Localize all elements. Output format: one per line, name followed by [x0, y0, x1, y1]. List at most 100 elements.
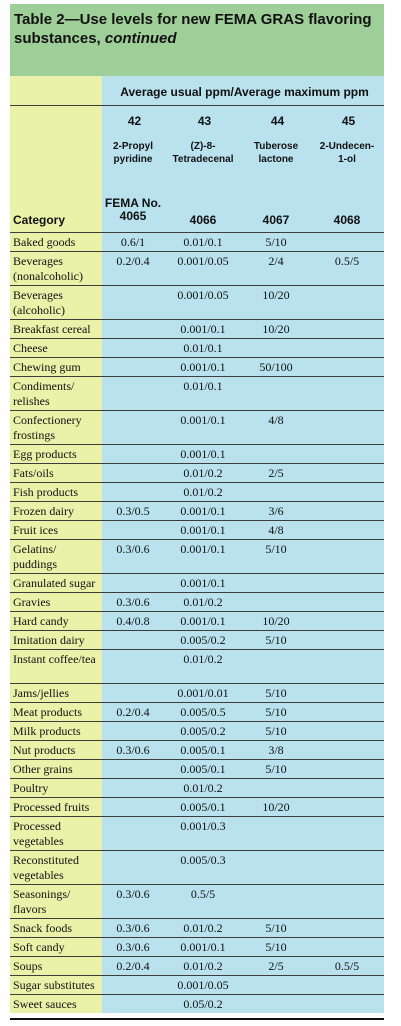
value-cell: 5/10: [242, 629, 310, 649]
value-cell: [310, 701, 385, 721]
table-title: Table 2—Use levels for new FEMA GRAS fla…: [14, 10, 380, 48]
value-cell: 0.5/5: [310, 250, 385, 285]
value-cell: [310, 993, 385, 1013]
value-cell: [310, 974, 385, 994]
value-cell: 0.3/0.6: [102, 936, 164, 956]
category-cell: Beverages (nonalcoholic): [10, 250, 102, 285]
category-cell: Gelatins/ puddings: [10, 538, 102, 573]
fema-number-4068: 4068: [310, 193, 385, 232]
value-cell: [102, 993, 164, 1013]
table-title-main: Table 2—Use levels for new FEMA GRAS fla…: [14, 11, 372, 47]
value-cell: 0.01/0.2: [164, 462, 242, 482]
value-cell: [310, 591, 385, 611]
value-cell: 0.5/5: [164, 883, 242, 918]
table-title-continued: continued: [104, 30, 177, 47]
value-cell: 0.005/0.3: [164, 849, 242, 884]
value-cell: 2/4: [242, 250, 310, 285]
value-cell: 10/20: [242, 284, 310, 319]
value-cell: [102, 974, 164, 994]
value-cell: [102, 443, 164, 463]
value-cell: 0.001/0.05: [164, 250, 242, 285]
value-cell: 5/10: [242, 682, 310, 702]
value-cell: [310, 883, 385, 918]
category-cell: Nut products: [10, 739, 102, 759]
value-cell: 0.2/0.4: [102, 250, 164, 285]
value-cell: 3/8: [242, 739, 310, 759]
table-row: Sugar substitutes 0.001/0.05: [10, 974, 385, 994]
category-cell: Reconstituted vegetables: [10, 849, 102, 884]
substance-name-2-undecen-1-ol: 2-Undecen- 1-ol: [310, 134, 385, 193]
value-cell: 0.01/0.2: [164, 648, 242, 683]
value-cell: [310, 462, 385, 482]
value-cell: [310, 500, 385, 520]
table-row: Fish products 0.01/0.2: [10, 481, 385, 501]
table-row: Nut products 0.3/0.6 0.005/0.1 3/8: [10, 739, 385, 759]
table-row: Condiments/ relishes 0.01/0.1: [10, 375, 385, 410]
value-cell: 0.2/0.4: [102, 701, 164, 721]
column-number-42: 42: [102, 104, 164, 134]
fema-label: FEMA No.: [104, 196, 162, 210]
value-cell: 0.005/0.1: [164, 758, 242, 778]
category-cell: Imitation dairy: [10, 629, 102, 649]
value-cell: [102, 337, 164, 357]
value-cell: [310, 409, 385, 444]
category-cell: Beverages (alcoholic): [10, 284, 102, 319]
value-cell: [310, 849, 385, 884]
value-cell: [310, 318, 385, 338]
use-levels-table: Average usual ppm/Average maximum ppm 42…: [10, 76, 385, 1013]
value-cell: 0.6/1: [102, 231, 164, 251]
table-row: Poultry 0.01/0.2: [10, 777, 385, 797]
value-cell: 0.5/5: [310, 955, 385, 975]
category-cell: Granulated sugar: [10, 572, 102, 592]
value-cell: [102, 720, 164, 740]
category-cell: Poultry: [10, 777, 102, 797]
value-cell: [310, 481, 385, 501]
category-cell: Seasonings/ flavors: [10, 883, 102, 918]
value-cell: 0.001/0.1: [164, 610, 242, 630]
value-cell: [102, 777, 164, 797]
value-cell: 4/8: [242, 409, 310, 444]
value-cell: [102, 375, 164, 410]
fema-number-row: Category FEMA No. 4065 4066 4067 4068: [10, 193, 385, 232]
value-cell: 0.01/0.1: [164, 375, 242, 410]
table-row: Gravies 0.3/0.6 0.01/0.2: [10, 591, 385, 611]
category-cell: Egg products: [10, 443, 102, 463]
table-row: Baked goods 0.6/1 0.01/0.1 5/10: [10, 231, 385, 251]
value-cell: 0.01/0.2: [164, 777, 242, 797]
category-cell: Processed fruits: [10, 796, 102, 816]
value-cell: 0.001/0.01: [164, 682, 242, 702]
table-bottom-rule: [10, 1018, 384, 1020]
value-cell: [242, 974, 310, 994]
category-cell: Jams/jellies: [10, 682, 102, 702]
value-cell: [242, 572, 310, 592]
table-row: Snack foods 0.3/0.6 0.01/0.2 5/10: [10, 917, 385, 937]
category-cell: Baked goods: [10, 231, 102, 251]
value-cell: [242, 443, 310, 463]
value-cell: [310, 796, 385, 816]
value-cell: 2/5: [242, 955, 310, 975]
value-cell: [242, 481, 310, 501]
value-cell: 0.2/0.4: [102, 955, 164, 975]
value-cell: 4/8: [242, 519, 310, 539]
category-cell: Fats/oils: [10, 462, 102, 482]
value-cell: [102, 648, 164, 683]
value-cell: [242, 777, 310, 797]
value-cell: 0.01/0.2: [164, 955, 242, 975]
value-cell: 5/10: [242, 936, 310, 956]
value-cell: [310, 519, 385, 539]
value-cell: 0.001/0.1: [164, 318, 242, 338]
value-cell: [102, 796, 164, 816]
table-row: Fruit ices 0.001/0.1 4/8: [10, 519, 385, 539]
value-cell: [310, 231, 385, 251]
value-cell: 0.001/0.05: [164, 974, 242, 994]
table-row: Instant coffee/tea 0.01/0.2: [10, 648, 385, 683]
value-cell: 0.005/0.2: [164, 629, 242, 649]
table-row: Breakfast cereal 0.001/0.1 10/20: [10, 318, 385, 338]
value-cell: [102, 572, 164, 592]
value-cell: [310, 356, 385, 376]
value-cell: [310, 538, 385, 573]
value-cell: 5/10: [242, 701, 310, 721]
value-cell: 10/20: [242, 318, 310, 338]
value-cell: 0.001/0.1: [164, 936, 242, 956]
value-cell: [310, 815, 385, 850]
